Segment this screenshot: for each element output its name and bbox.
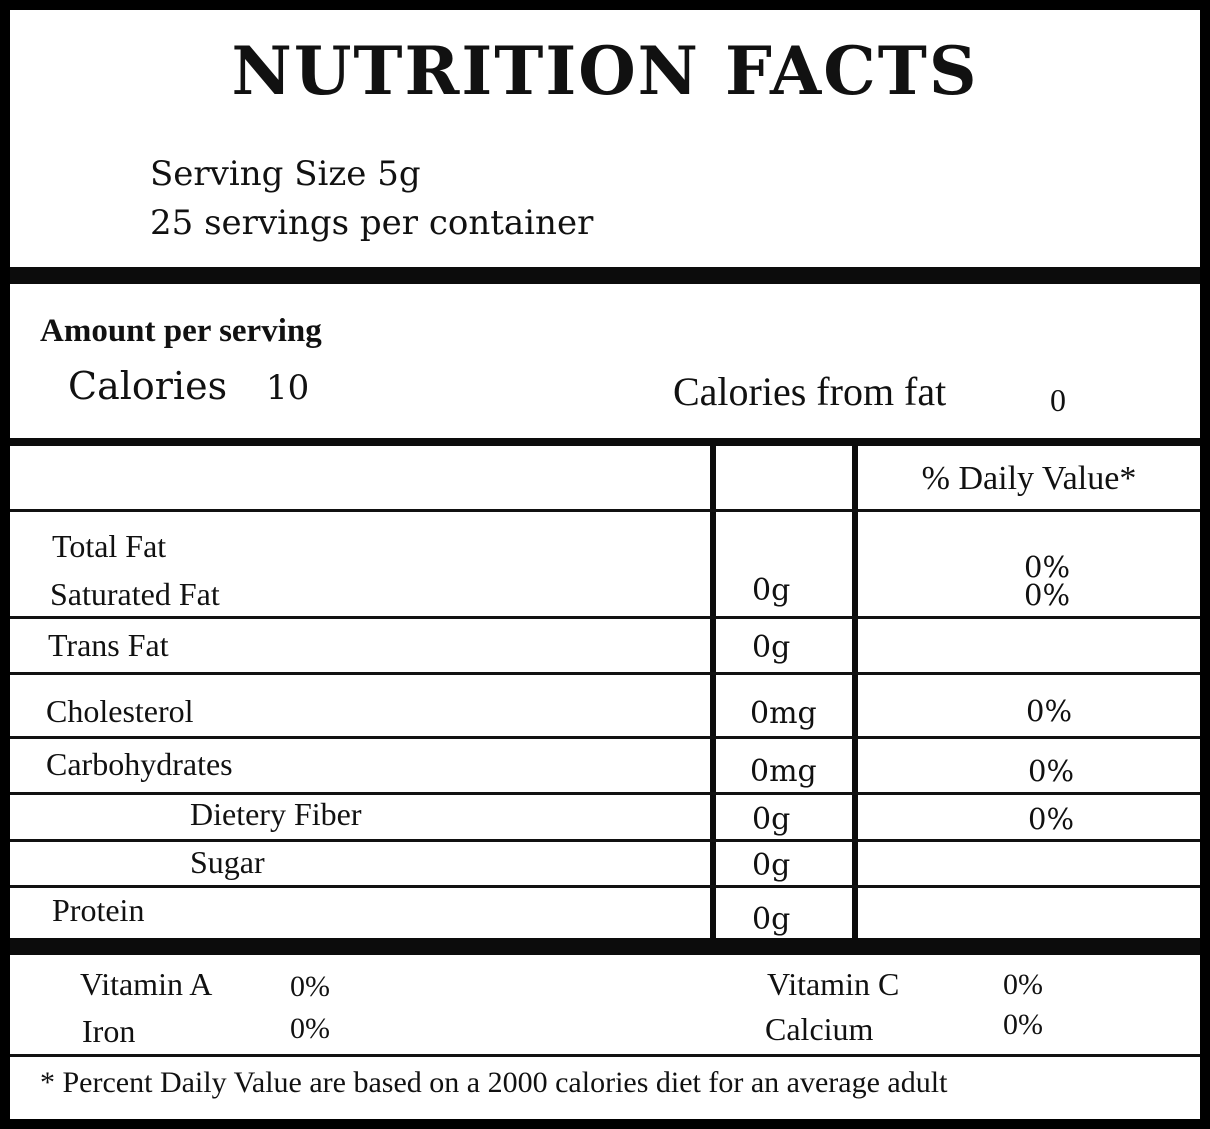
calories-from-fat-label: Calories from fat bbox=[673, 369, 947, 414]
amount-saturated-fat: 0g bbox=[752, 573, 791, 608]
nutrition-facts-label: NUTRITION FACTS Serving Size 5g 25 servi… bbox=[10, 10, 1200, 1119]
row-divider bbox=[10, 672, 1200, 675]
vitamin-c-label: Vitamin C bbox=[767, 966, 900, 1002]
calories-from-fat-value: 0 bbox=[1050, 382, 1066, 418]
amount-protein: 0g bbox=[752, 902, 791, 937]
nutrient-sugar: Sugar bbox=[190, 844, 265, 880]
nutrient-total-fat: Total Fat bbox=[52, 528, 167, 564]
servings-per-container: 25 servings per container bbox=[150, 203, 594, 243]
iron-label: Iron bbox=[82, 1013, 136, 1049]
nutrient-dietary-fiber: Dietery Fiber bbox=[190, 796, 362, 832]
iron-value: 0% bbox=[290, 1012, 330, 1045]
nutrient-protein: Protein bbox=[52, 892, 145, 928]
divider-medium bbox=[10, 438, 1200, 446]
calories-label: Calories bbox=[68, 364, 228, 408]
row-divider bbox=[10, 736, 1200, 739]
dv-cholesterol: 0% bbox=[1026, 694, 1073, 728]
amount-dietary-fiber: 0g bbox=[752, 802, 791, 837]
calcium-label: Calcium bbox=[765, 1011, 874, 1047]
row-divider bbox=[10, 839, 1200, 842]
vitamin-a-label: Vitamin A bbox=[80, 966, 213, 1002]
calcium-value: 0% bbox=[1003, 1008, 1043, 1041]
vitamin-a-value: 0% bbox=[290, 970, 330, 1003]
serving-size: Serving Size 5g bbox=[150, 154, 421, 194]
row-divider bbox=[10, 616, 1200, 619]
amount-carbohydrates: 0mg bbox=[750, 754, 817, 789]
nutrient-trans-fat: Trans Fat bbox=[48, 627, 169, 663]
divider-thick bbox=[10, 938, 1200, 955]
divider-thick bbox=[10, 267, 1200, 284]
amount-sugar: 0g bbox=[752, 848, 791, 883]
dv-carbohydrates: 0% bbox=[1028, 754, 1075, 788]
row-divider bbox=[10, 509, 1200, 512]
row-divider bbox=[10, 885, 1200, 888]
dv-saturated-fat: 0% bbox=[1024, 578, 1071, 612]
amount-trans-fat: 0g bbox=[752, 630, 791, 665]
amount-cholesterol: 0mg bbox=[750, 696, 817, 731]
dv-dietary-fiber: 0% bbox=[1028, 802, 1075, 836]
calories-value: 10 bbox=[266, 368, 310, 408]
row-divider bbox=[10, 792, 1200, 795]
dv-total-fat: 0% bbox=[1024, 550, 1071, 584]
footnote-divider bbox=[10, 1054, 1200, 1057]
amount-per-serving-heading: Amount per serving bbox=[40, 313, 322, 349]
nutrient-saturated-fat: Saturated Fat bbox=[50, 576, 220, 612]
nutrient-cholesterol: Cholesterol bbox=[46, 693, 194, 729]
column-divider-amount bbox=[710, 438, 716, 955]
column-divider-dv bbox=[852, 438, 858, 955]
vitamin-c-value: 0% bbox=[1003, 968, 1043, 1001]
daily-value-header: % Daily Value* bbox=[921, 460, 1137, 497]
page-title: NUTRITION FACTS bbox=[231, 32, 979, 110]
nutrient-carbohydrates: Carbohydrates bbox=[46, 746, 233, 782]
footnote: * Percent Daily Value are based on a 200… bbox=[40, 1066, 948, 1099]
